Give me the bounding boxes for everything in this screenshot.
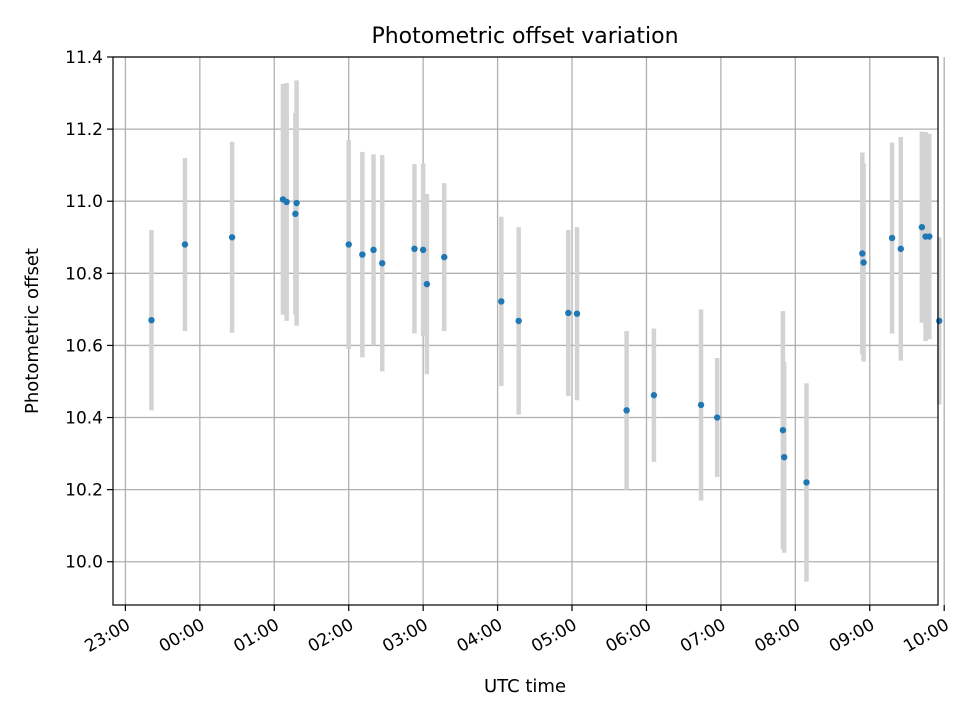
data-point: [293, 199, 300, 207]
data-points: [148, 196, 943, 486]
data-point: [359, 251, 366, 258]
data-point: [370, 246, 377, 254]
data-point: [498, 298, 505, 305]
y-tick-label: 11.2: [65, 120, 103, 140]
data-point: [859, 250, 866, 257]
data-point: [345, 241, 352, 248]
data-point: [441, 253, 448, 261]
data-point: [623, 407, 630, 414]
data-point: [650, 391, 658, 399]
y-tick-label: 10.6: [65, 336, 103, 356]
data-point: [918, 223, 926, 231]
data-point: [803, 479, 810, 486]
y-axis-label: Photometric offset: [22, 248, 43, 414]
y-tick-label: 11.0: [65, 192, 103, 212]
y-tick-label: 10.2: [65, 481, 103, 501]
y-tick-label: 11.4: [65, 48, 103, 68]
data-point: [411, 245, 418, 252]
data-point: [780, 453, 788, 461]
x-axis-label: UTC time: [484, 676, 566, 697]
chart-title: Photometric offset variation: [371, 24, 678, 49]
y-axis-ticks: 10.0 10.2 10.4 10.6 10.8 11.0 11.2 11.4: [65, 48, 113, 573]
y-tick-label: 10.0: [65, 553, 103, 573]
data-point: [292, 210, 299, 218]
data-point: [283, 198, 290, 206]
data-point: [379, 260, 386, 267]
data-point: [565, 309, 572, 317]
y-tick-label: 10.4: [65, 409, 103, 429]
data-point: [228, 234, 236, 241]
y-tick-label: 10.8: [65, 264, 103, 284]
plot-frame: [112, 56, 939, 606]
grid: [113, 56, 945, 605]
data-point: [779, 426, 787, 434]
data-point: [860, 259, 867, 266]
data-point: [697, 401, 705, 409]
data-point: [713, 414, 721, 421]
data-point: [926, 233, 933, 240]
data-point: [515, 317, 522, 325]
data-point: [419, 246, 427, 254]
data-point: [897, 245, 904, 252]
data-point: [423, 280, 431, 288]
data-point: [148, 316, 155, 324]
data-point: [888, 234, 896, 242]
data-point: [936, 317, 943, 325]
data-point: [181, 241, 189, 248]
data-point: [573, 310, 581, 317]
